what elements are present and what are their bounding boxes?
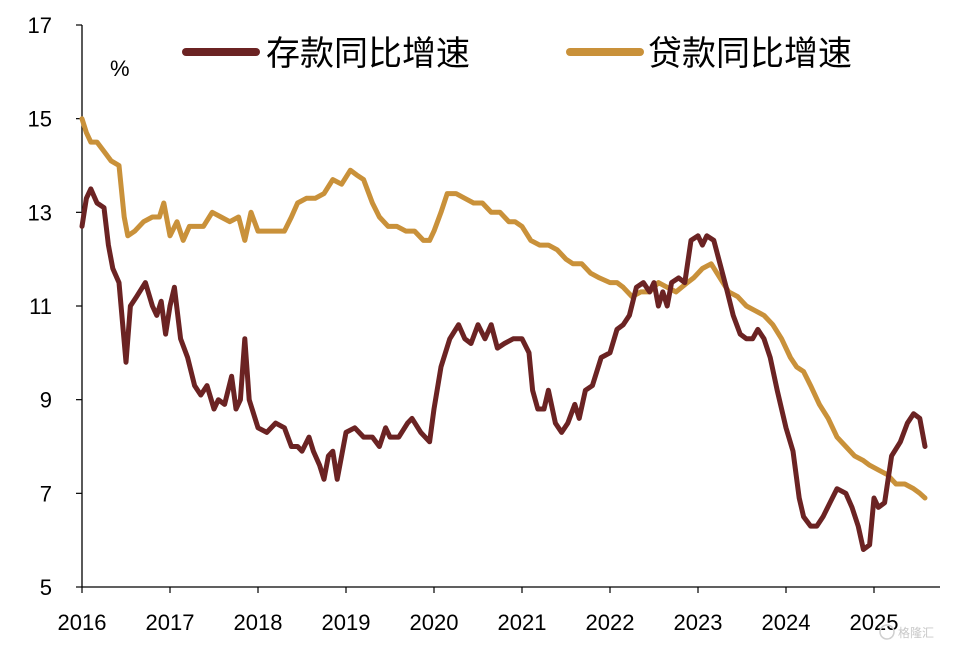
y-unit-label: % <box>110 56 130 81</box>
legend: 存款同比增速 贷款同比增速 <box>182 34 852 74</box>
x-tick-label: 2020 <box>410 610 459 635</box>
x-tick-label: 2022 <box>586 610 635 635</box>
x-tick-label: 2021 <box>498 610 547 635</box>
watermark-logo-icon <box>879 624 895 640</box>
x-axis: 2016 2017 2018 2019 2020 2021 2022 2023 2024 2025 <box>58 586 940 635</box>
x-tick-label: 2018 <box>234 610 283 635</box>
watermark-text: 格隆汇 <box>898 625 934 640</box>
legend-label-0: 存款同比增速 <box>266 34 470 74</box>
y-tick-label: 9 <box>40 388 52 413</box>
x-tick-label: 2016 <box>58 610 107 635</box>
y-tick-label: 5 <box>40 575 52 600</box>
y-axis: 5 7 9 11 13 15 17 <box>28 13 83 600</box>
x-tick-label: 2017 <box>146 610 195 635</box>
x-tick-label: 2019 <box>322 610 371 635</box>
series-line-0 <box>79 186 928 552</box>
y-tick-label: 7 <box>40 481 52 506</box>
legend-label-1: 贷款同比增速 <box>648 34 852 74</box>
y-tick-label: 11 <box>29 294 52 319</box>
y-tick-label: 15 <box>28 107 52 132</box>
watermark: 格隆汇 <box>879 624 934 640</box>
x-tick-label: 2025 <box>850 610 899 635</box>
series-layer <box>79 116 928 552</box>
x-tick-label: 2024 <box>762 610 811 635</box>
x-tick-label: 2023 <box>674 610 723 635</box>
y-tick-label: 13 <box>28 200 52 225</box>
series-line-1 <box>79 116 928 501</box>
y-tick-label: 17 <box>28 13 52 38</box>
